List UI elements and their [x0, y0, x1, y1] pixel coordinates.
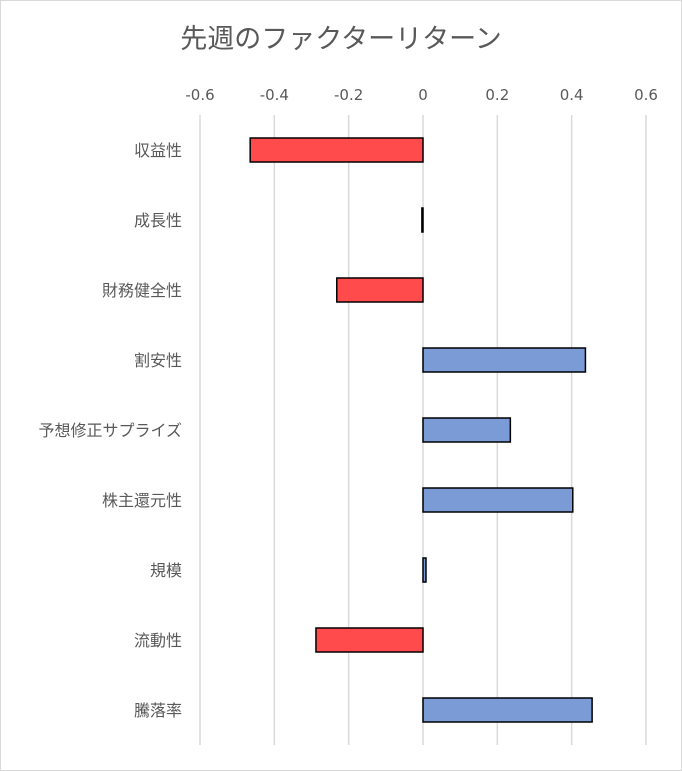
category-label: 騰落率 — [134, 701, 182, 720]
bar — [422, 347, 587, 373]
bar — [421, 207, 424, 233]
x-tick-label: 0.4 — [560, 86, 584, 104]
x-tick-label: -0.6 — [185, 86, 214, 104]
category-label: 割安性 — [134, 351, 182, 370]
bar — [422, 557, 427, 583]
chart-title: 先週のファクターリターン — [180, 24, 502, 55]
category-label: 財務健全性 — [102, 281, 182, 300]
bar — [249, 137, 424, 163]
category-label: 収益性 — [134, 141, 182, 160]
bars — [249, 137, 593, 723]
x-tick-label: 0 — [418, 86, 428, 104]
x-tick-label: -0.4 — [260, 86, 289, 104]
x-tick-label: 0.6 — [634, 86, 658, 104]
bar — [336, 277, 424, 303]
bar — [315, 627, 424, 653]
x-tick-label: -0.2 — [334, 86, 363, 104]
category-label: 株主還元性 — [102, 491, 182, 510]
category-label: 予想修正サプライズ — [38, 421, 182, 440]
bar — [422, 417, 512, 443]
category-label: 成長性 — [134, 211, 182, 230]
bar — [422, 487, 574, 513]
category-label: 流動性 — [134, 631, 182, 650]
category-label: 規模 — [150, 561, 182, 580]
bar — [422, 697, 593, 723]
x-tick-label: 0.2 — [485, 86, 509, 104]
x-axis-tick-labels: -0.6 -0.4 -0.2 0 0.2 0.4 0.6 — [185, 86, 658, 104]
